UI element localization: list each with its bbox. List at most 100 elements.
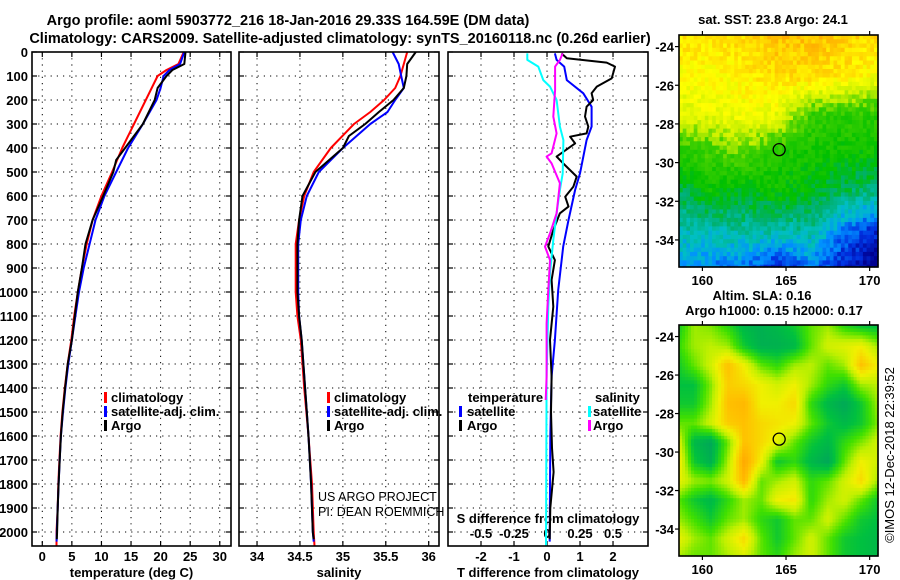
map-cell: [733, 356, 737, 361]
map-cell: [734, 192, 739, 198]
map-cell: [781, 366, 785, 371]
map-cell: [704, 86, 710, 91]
map-cell: [748, 69, 754, 74]
map-cell: [859, 377, 864, 382]
map-cell: [859, 111, 864, 117]
map-cell: [804, 222, 809, 227]
map-cell: [805, 383, 809, 388]
map-cell: [752, 56, 757, 62]
map-cell: [733, 363, 737, 368]
map-cell: [701, 69, 706, 74]
map-cell: [723, 205, 728, 210]
map-cell: [796, 234, 801, 240]
map-cell: [844, 230, 849, 236]
map-cell: [704, 213, 710, 219]
map-cell: [815, 179, 820, 185]
map-cell: [844, 328, 849, 333]
map-cell: [706, 328, 710, 333]
map-cell: [811, 47, 816, 53]
map-cell: [859, 251, 864, 257]
map-cell: [730, 370, 734, 375]
map-cell: [862, 132, 868, 138]
map-cell: [818, 52, 824, 57]
map-cell: [829, 247, 835, 253]
map-cell: [693, 111, 698, 117]
map-cell: [697, 81, 702, 87]
map-cell: [790, 335, 794, 340]
map-cell: [759, 154, 765, 159]
map-cell: [833, 200, 838, 206]
map-cell: [682, 175, 687, 181]
map-cell: [723, 60, 728, 66]
map-cell: [739, 356, 743, 361]
map-cell: [848, 179, 853, 185]
map-cell: [796, 205, 801, 210]
map-cell: [844, 56, 849, 62]
map-cell: [679, 256, 684, 262]
map-cell: [682, 188, 687, 193]
map-cell: [800, 111, 805, 117]
map-cell: [769, 394, 773, 399]
map-cell: [715, 239, 721, 245]
map-cell: [712, 77, 717, 83]
map-cell: [793, 192, 798, 198]
map-cell: [756, 183, 761, 189]
map-cell: [748, 251, 754, 257]
map-cell: [686, 260, 691, 266]
map-cell: [804, 69, 809, 74]
map-cell: [804, 188, 809, 193]
map-cell: [704, 145, 710, 151]
map-cell: [853, 387, 858, 392]
map-cell: [807, 183, 813, 189]
map-cell: [701, 213, 706, 219]
map-cell: [815, 209, 820, 215]
map-cell: [745, 39, 750, 45]
map-cell: [838, 359, 843, 364]
map-cell: [807, 154, 813, 159]
map-cell: [815, 260, 820, 266]
map-cell: [862, 141, 868, 147]
map-cell: [686, 222, 691, 227]
map-cell: [691, 331, 695, 336]
map-cell: [685, 387, 689, 392]
map-cell: [748, 363, 752, 368]
map-cell: [774, 111, 779, 117]
map-cell: [771, 94, 776, 100]
map-cell: [851, 43, 857, 49]
map-cell: [700, 380, 704, 385]
map-cell: [685, 335, 689, 340]
map-cell: [697, 213, 702, 219]
map-cell: [874, 141, 879, 147]
map-cell: [730, 137, 735, 142]
map-cell: [778, 247, 783, 253]
map-cell: [874, 52, 879, 57]
map-cell: [706, 349, 710, 354]
map-cell: [807, 251, 813, 257]
map-cell: [679, 387, 683, 392]
map-cell: [841, 404, 846, 409]
map-cell: [782, 166, 787, 172]
map-cell: [712, 107, 717, 113]
map-cell: [751, 373, 755, 378]
map-cell: [784, 390, 788, 395]
map-cell: [730, 192, 735, 198]
map-cell: [844, 234, 849, 240]
map-cell: [706, 366, 710, 371]
map-cell: [800, 213, 805, 219]
map-cell: [690, 200, 695, 206]
map-cell: [772, 349, 776, 354]
map-cell: [856, 331, 861, 336]
map-cell: [811, 132, 816, 138]
map-cell: [686, 145, 691, 151]
map-cell: [745, 247, 750, 253]
map-cell: [799, 373, 803, 378]
map-cell: [855, 111, 860, 117]
map-cell: [712, 256, 717, 262]
map-cell: [862, 213, 868, 219]
map-cell: [789, 111, 794, 117]
map-cell: [814, 370, 819, 375]
map-cell: [820, 325, 825, 330]
map-cell: [840, 251, 846, 257]
map-cell: [785, 239, 790, 245]
map-cell: [759, 69, 765, 74]
